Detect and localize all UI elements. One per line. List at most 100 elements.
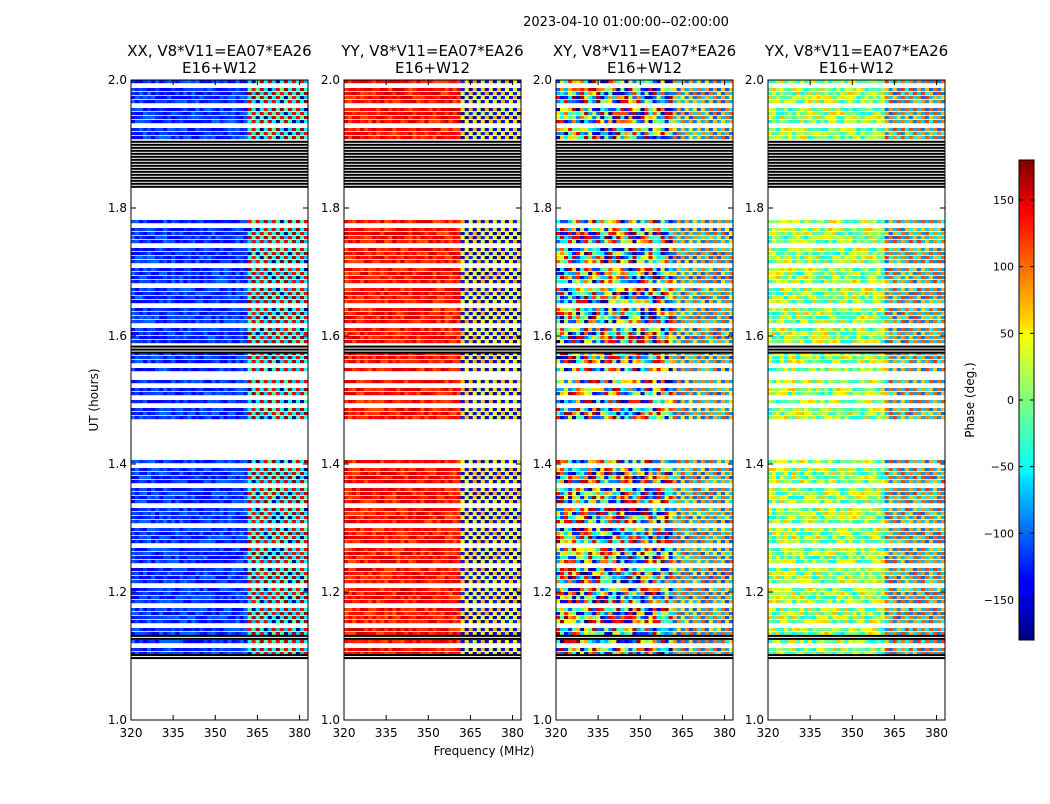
heatmap-cell [175, 112, 179, 115]
heatmap-cell [392, 572, 396, 575]
heatmap-cell [296, 556, 300, 559]
heatmap-cell [344, 560, 348, 563]
heatmap-cell [220, 272, 224, 275]
heatmap-cell [236, 640, 240, 643]
flagged-stripe [131, 165, 308, 167]
heatmap-cell [509, 596, 513, 599]
heatmap-cell [493, 572, 497, 575]
heatmap-cell [376, 592, 380, 595]
heatmap-cell [139, 128, 143, 131]
heatmap-cell [505, 580, 509, 583]
heatmap-cell [296, 320, 300, 323]
heatmap-cell [143, 520, 147, 523]
heatmap-cell [408, 552, 412, 555]
heatmap-cell [284, 116, 288, 119]
heatmap-cell [288, 612, 292, 615]
heatmap-cell [449, 576, 453, 579]
heatmap-cell [288, 548, 292, 551]
heatmap-cell [167, 296, 171, 299]
heatmap-cell [159, 368, 163, 371]
heatmap-cell [151, 472, 155, 475]
heatmap-cell [256, 416, 260, 419]
heatmap-cell [131, 488, 135, 491]
heatmap-cell [151, 520, 155, 523]
heatmap-cell [167, 480, 171, 483]
heatmap-cell [155, 92, 159, 95]
heatmap-cell [437, 552, 441, 555]
heatmap-cell [392, 616, 396, 619]
heatmap-cell [380, 540, 384, 543]
heatmap-cell [171, 112, 175, 115]
heatmap-cell [244, 552, 248, 555]
heatmap-cell [207, 300, 211, 303]
heatmap-cell [260, 120, 264, 123]
heatmap-cell [288, 92, 292, 95]
heatmap-cell [272, 296, 276, 299]
heatmap-cell [135, 92, 139, 95]
heatmap-cell [143, 260, 147, 263]
heatmap-cell [288, 628, 292, 631]
heatmap-cell [151, 488, 155, 491]
heatmap-cell [199, 232, 203, 235]
heatmap-cell [264, 608, 268, 611]
heatmap-cell [139, 360, 143, 363]
heatmap-cell [211, 100, 215, 103]
heatmap-cell [352, 648, 356, 651]
heatmap-cell [220, 388, 224, 391]
heatmap-cell [236, 648, 240, 651]
heatmap-cell [296, 572, 300, 575]
heatmap-cell [163, 276, 167, 279]
heatmap-cell [224, 568, 228, 571]
heatmap-cell [171, 392, 175, 395]
heatmap-cell [408, 528, 412, 531]
heatmap-cell [356, 588, 360, 591]
heatmap-cell [147, 336, 151, 339]
heatmap-cell [376, 532, 380, 535]
heatmap-cell [368, 608, 372, 611]
heatmap-cell [400, 528, 404, 531]
heatmap-cell [244, 228, 248, 231]
heatmap-cell [167, 136, 171, 139]
heatmap-cell [167, 520, 171, 523]
heatmap-cell [195, 312, 199, 315]
heatmap-cell [348, 616, 352, 619]
heatmap-cell [131, 460, 135, 463]
heatmap-cell [461, 592, 465, 595]
heatmap-cell [163, 400, 167, 403]
heatmap-cell [171, 100, 175, 103]
heatmap-cell [215, 560, 219, 563]
heatmap-cell [207, 100, 211, 103]
heatmap-cell [501, 632, 505, 635]
heatmap-cell [131, 248, 135, 251]
heatmap-cell [203, 296, 207, 299]
heatmap-cell [139, 472, 143, 475]
heatmap-cell [167, 256, 171, 259]
heatmap-cell [191, 608, 195, 611]
heatmap-cell [167, 572, 171, 575]
heatmap-cell [356, 560, 360, 563]
heatmap-cell [175, 528, 179, 531]
heatmap-cell [288, 596, 292, 599]
heatmap-cell [296, 488, 300, 491]
heatmap-cell [465, 632, 469, 635]
heatmap-cell [284, 616, 288, 619]
heatmap-cell [292, 336, 296, 339]
heatmap-cell [183, 268, 187, 271]
heatmap-cell [376, 528, 380, 531]
heatmap-cell [388, 540, 392, 543]
heatmap-cell [195, 332, 199, 335]
heatmap-cell [224, 632, 228, 635]
heatmap-cell [433, 532, 437, 535]
heatmap-cell [195, 556, 199, 559]
heatmap-cell [183, 416, 187, 419]
heatmap-cell [171, 496, 175, 499]
heatmap-cell [288, 240, 292, 243]
heatmap-cell [240, 312, 244, 315]
heatmap-cell [276, 312, 280, 315]
heatmap-cell [469, 520, 473, 523]
heatmap-cell [135, 392, 139, 395]
heatmap-cell [292, 232, 296, 235]
heatmap-cell [183, 620, 187, 623]
heatmap-cell [139, 96, 143, 99]
heatmap-cell [248, 472, 252, 475]
